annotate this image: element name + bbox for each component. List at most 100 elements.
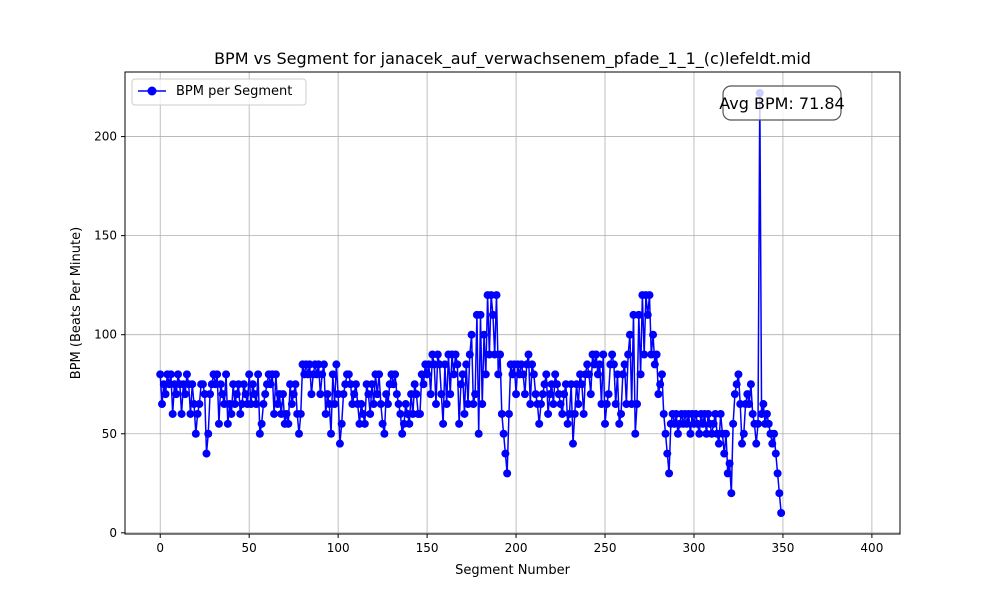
data-point (296, 409, 305, 418)
data-point (382, 390, 391, 399)
data-point (585, 370, 593, 379)
data-point (488, 310, 497, 319)
data-point (725, 459, 734, 468)
x-tick-label: 50 (242, 541, 257, 555)
data-point (645, 291, 654, 300)
data-point (364, 390, 373, 399)
data-point (271, 370, 280, 379)
data-point (634, 310, 643, 319)
data-point (291, 380, 300, 389)
data-point (709, 419, 718, 428)
data-point (204, 429, 213, 438)
data-point (383, 400, 392, 409)
data-point (257, 419, 266, 428)
data-point (295, 429, 303, 438)
data-point (631, 429, 640, 438)
chart-title: BPM vs Segment for janacek_auf_verwachse… (214, 49, 811, 69)
data-point (599, 350, 608, 359)
data-point (462, 360, 471, 369)
data-point (579, 409, 588, 418)
annotation-box (722, 85, 842, 121)
data-point (193, 409, 202, 418)
data-point (339, 390, 348, 399)
data-point (531, 390, 540, 399)
data-point (327, 429, 336, 438)
x-tick-label: 150 (416, 541, 439, 555)
data-point (478, 400, 487, 409)
data-point (259, 400, 268, 409)
data-point (601, 419, 610, 428)
data-point (650, 360, 659, 369)
data-point (497, 409, 506, 418)
data-point (319, 360, 328, 369)
data-point (739, 429, 748, 438)
y-tick-label: 150 (94, 229, 117, 243)
data-point (618, 370, 627, 379)
data-point (609, 360, 618, 369)
data-point (617, 409, 626, 418)
data-point (321, 409, 330, 418)
data-point (241, 390, 250, 399)
data-point (620, 360, 629, 369)
data-point (236, 409, 245, 418)
data-point (526, 400, 535, 409)
data-point (529, 370, 538, 379)
data-point (250, 390, 259, 399)
data-point (273, 400, 282, 409)
data-point (359, 409, 368, 418)
x-tick-label: 100 (327, 541, 350, 555)
data-point (369, 400, 378, 409)
data-point (394, 400, 403, 409)
x-tick-label: 300 (683, 541, 706, 555)
data-point (378, 419, 387, 428)
legend: BPM per Segment (131, 78, 307, 106)
data-point (633, 400, 642, 409)
data-point (480, 330, 489, 339)
data-point (218, 390, 227, 399)
x-tick-label: 350 (771, 541, 794, 555)
data-point (239, 380, 248, 389)
data-point (604, 390, 613, 399)
data-point (216, 380, 225, 389)
data-point (254, 370, 263, 379)
data-point (214, 419, 223, 428)
data-point (624, 350, 633, 359)
data-point (456, 380, 465, 389)
data-point (764, 419, 773, 428)
tick-layer: 0 50 100 150 200 250 300 350 400 0 50 100 150 200 (94, 130, 883, 555)
data-point (198, 380, 207, 389)
x-tick-label: 400 (860, 541, 883, 555)
data-point (732, 380, 741, 389)
data-point (376, 400, 385, 409)
data-point (278, 390, 287, 399)
data-point (248, 380, 257, 389)
data-point (469, 400, 478, 409)
data-point (350, 390, 359, 399)
data-point (542, 370, 551, 379)
data-point (652, 350, 661, 359)
data-point (330, 400, 339, 409)
data-point (504, 409, 513, 418)
data-point (499, 429, 508, 438)
data-point (540, 380, 549, 389)
data-point (656, 380, 665, 389)
data-point (759, 400, 768, 409)
data-point (615, 419, 624, 428)
data-point (501, 449, 510, 458)
data-point (202, 449, 211, 458)
legend-label: BPM per Segment (176, 84, 292, 99)
data-point (439, 419, 448, 428)
data-point (351, 380, 360, 389)
data-point (168, 409, 177, 418)
data-point (182, 370, 191, 379)
data-point (661, 429, 670, 438)
data-point (158, 400, 167, 409)
data-point (375, 370, 384, 379)
data-point (389, 380, 398, 389)
series-layer (156, 89, 786, 517)
data-point (213, 370, 222, 379)
x-tick-label: 0 (156, 541, 164, 555)
data-point (316, 390, 325, 399)
data-point (746, 380, 755, 389)
data-point (261, 390, 270, 399)
